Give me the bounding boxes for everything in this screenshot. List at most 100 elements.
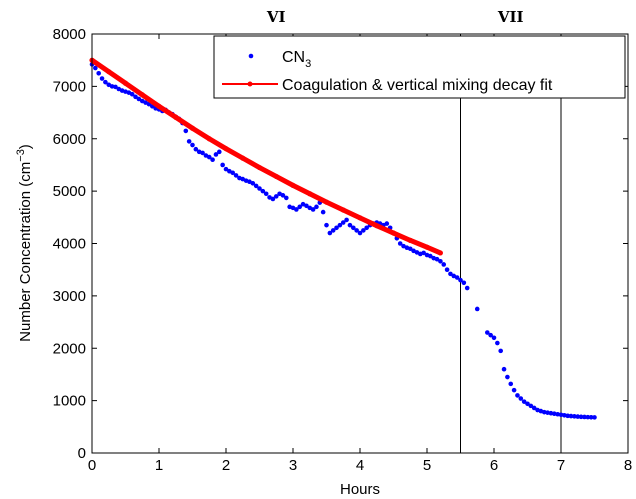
cn3-point bbox=[320, 209, 326, 215]
cn3-point bbox=[257, 186, 262, 191]
fit-point bbox=[139, 92, 145, 98]
cn3-point bbox=[273, 194, 279, 199]
y-tick-label: 7000 bbox=[53, 78, 86, 95]
x-tick-label: 3 bbox=[289, 457, 297, 474]
cn3-point bbox=[253, 183, 259, 189]
cn3-point bbox=[99, 76, 105, 81]
cn3-point bbox=[508, 381, 514, 387]
x-tick-label: 7 bbox=[557, 457, 565, 474]
fit-point bbox=[424, 244, 430, 250]
cn3-point bbox=[280, 193, 286, 198]
fit-point bbox=[340, 207, 346, 213]
y-tick-label: 4000 bbox=[53, 236, 86, 253]
cn3-point bbox=[572, 414, 577, 419]
y-axis-label-sup: −3 bbox=[15, 149, 27, 162]
x-tick-label: 6 bbox=[490, 457, 498, 474]
cn3-point bbox=[330, 228, 336, 233]
cn3-point bbox=[347, 222, 353, 228]
cn3-point bbox=[136, 96, 142, 102]
cn3-point bbox=[344, 217, 349, 223]
fit-point bbox=[106, 69, 112, 75]
x-tick-label: 1 bbox=[155, 457, 163, 474]
x-tick-label: 2 bbox=[222, 457, 230, 474]
tick-layer: 0 1 2 3 4 5 6 7 8 0 1000 2000 3000 4000 5000 6000 7000 80… bbox=[53, 26, 633, 474]
fit-point bbox=[206, 136, 212, 142]
fit-line bbox=[90, 58, 442, 256]
cn3-point bbox=[438, 259, 443, 264]
cn3-point bbox=[528, 403, 534, 409]
fit-point bbox=[307, 191, 313, 197]
cn3-point bbox=[193, 146, 199, 152]
y-tick-label: 3000 bbox=[53, 288, 86, 305]
cn3-point bbox=[448, 271, 453, 277]
cn3-point bbox=[96, 70, 101, 76]
cn3-point bbox=[521, 399, 527, 404]
cn3-point bbox=[407, 246, 413, 252]
cn3-point bbox=[233, 173, 239, 178]
cn3-point bbox=[485, 330, 490, 335]
cn3-point bbox=[294, 207, 299, 212]
fit-point bbox=[156, 103, 162, 109]
cn3-point bbox=[270, 196, 276, 202]
cn3-point bbox=[397, 241, 403, 246]
legend: CN3 Coagulation & vertical mixing decay … bbox=[213, 35, 626, 99]
region-label-vii: VII bbox=[497, 8, 524, 26]
cn3-point bbox=[421, 250, 426, 256]
cn3-point bbox=[498, 348, 504, 354]
cn3-point bbox=[334, 225, 339, 231]
fit-point bbox=[256, 164, 263, 171]
y-axis-label-main: Number Concentration (cm bbox=[17, 162, 34, 342]
cn3-point bbox=[304, 203, 309, 209]
x-tick-label: 5 bbox=[423, 457, 431, 474]
cn3-point bbox=[310, 207, 316, 212]
cn3-point bbox=[223, 166, 229, 172]
cn3-point bbox=[133, 94, 138, 100]
fit-point bbox=[173, 114, 179, 120]
cn3-point bbox=[461, 280, 467, 286]
cn3-point bbox=[297, 204, 303, 210]
y-axis-label-close: ) bbox=[17, 144, 34, 149]
y-tick-label: 5000 bbox=[53, 183, 86, 200]
fit-point bbox=[273, 173, 279, 180]
cn3-point bbox=[361, 228, 366, 233]
cn3-point bbox=[357, 230, 363, 236]
fit-point bbox=[407, 237, 413, 243]
region-label-vi: VI bbox=[266, 8, 286, 26]
cn3-point bbox=[186, 139, 192, 144]
fit-point bbox=[240, 155, 246, 161]
cn3-point bbox=[592, 415, 597, 420]
fit-point bbox=[223, 146, 229, 152]
cn3-point bbox=[190, 142, 195, 148]
y-axis-label: Number Concentration (cm−3) bbox=[15, 144, 34, 342]
x-axis-label: Hours bbox=[340, 481, 380, 498]
cn3-point bbox=[200, 150, 205, 156]
cn3-point bbox=[354, 228, 359, 233]
cn3-point bbox=[260, 188, 266, 194]
cn3-point bbox=[515, 393, 520, 398]
cn3-point bbox=[568, 413, 574, 419]
cn3-point bbox=[93, 65, 98, 71]
cn3-point bbox=[129, 91, 135, 97]
cn3-point bbox=[565, 413, 570, 419]
fit-point bbox=[323, 199, 330, 205]
cn3-point bbox=[351, 225, 356, 231]
cn3-point bbox=[213, 152, 219, 157]
cn3-point bbox=[501, 366, 507, 372]
fit-point bbox=[374, 223, 380, 229]
fit-point bbox=[290, 182, 296, 188]
cn3-point bbox=[441, 262, 447, 267]
fit-point bbox=[437, 250, 443, 256]
legend-cn3-main: CN bbox=[282, 49, 305, 66]
cn3-point bbox=[578, 414, 584, 420]
fit-point bbox=[122, 80, 129, 86]
cn3-point bbox=[220, 162, 225, 168]
cn3-point bbox=[575, 414, 581, 419]
legend-box bbox=[213, 35, 626, 99]
legend-cn3-label: CN3 bbox=[282, 49, 311, 70]
cn3-point bbox=[327, 230, 333, 236]
y-tick-label: 1000 bbox=[53, 393, 86, 410]
x-tick-label: 4 bbox=[356, 457, 364, 474]
fit-point bbox=[390, 230, 397, 236]
y-tick-label: 2000 bbox=[53, 340, 86, 357]
